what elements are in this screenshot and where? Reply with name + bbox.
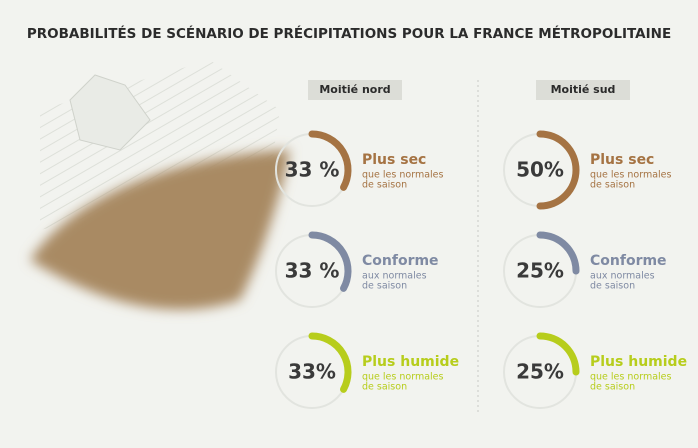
page-title: PROBABILITÉS DE SCÉNARIO DE PRÉCIPITATIO… bbox=[27, 25, 671, 42]
category-description: que les normales bbox=[590, 372, 672, 383]
gauge-arc bbox=[536, 130, 580, 210]
category-label: Plus humide bbox=[590, 354, 687, 370]
value-label: 33% bbox=[288, 360, 336, 384]
value-label: 25% bbox=[516, 360, 564, 384]
category-label: Plus sec bbox=[362, 152, 426, 168]
category-description: que les normales bbox=[590, 170, 672, 181]
category-description: aux normales bbox=[590, 271, 655, 282]
panel-title: Moitié nord bbox=[319, 83, 390, 96]
map-decoration bbox=[30, 60, 290, 310]
gauge-arc bbox=[308, 130, 352, 191]
gauge-arc bbox=[536, 332, 580, 376]
gauge-arc bbox=[308, 231, 352, 292]
value-label: 33 % bbox=[285, 259, 340, 283]
category-description: de saison bbox=[362, 382, 407, 393]
category-description: de saison bbox=[590, 281, 635, 292]
category-description: que les normales bbox=[362, 372, 444, 383]
value-label: 33 % bbox=[285, 158, 340, 182]
panel-header bbox=[536, 80, 630, 100]
category-label: Conforme bbox=[362, 253, 439, 269]
category-description: de saison bbox=[590, 382, 635, 393]
category-description: de saison bbox=[590, 180, 635, 191]
value-label: 25% bbox=[516, 259, 564, 283]
category-description: aux normales bbox=[362, 271, 427, 282]
category-description: de saison bbox=[362, 180, 407, 191]
category-label: Plus sec bbox=[590, 152, 654, 168]
category-description: de saison bbox=[362, 281, 407, 292]
category-label: Plus humide bbox=[362, 354, 459, 370]
value-label: 50% bbox=[516, 158, 564, 182]
category-label: Conforme bbox=[590, 253, 667, 269]
gauge-arc bbox=[308, 332, 352, 393]
gauge-arc bbox=[536, 231, 580, 275]
panel-header bbox=[308, 80, 402, 100]
panel-title: Moitié sud bbox=[551, 83, 616, 96]
category-description: que les normales bbox=[362, 170, 444, 181]
